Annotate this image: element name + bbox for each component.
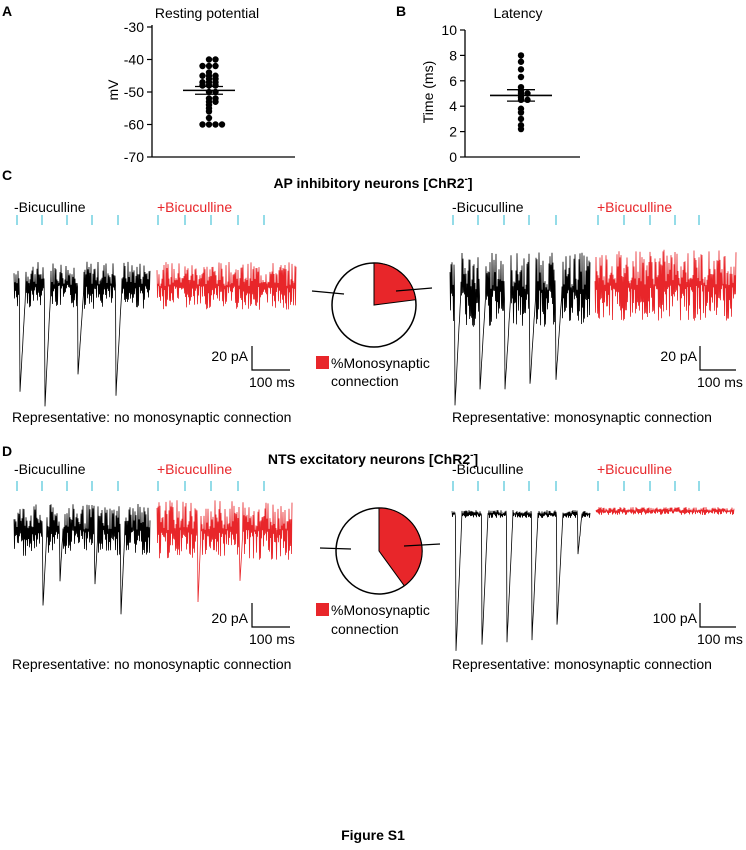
data-point <box>212 121 219 128</box>
panel-letter-c: C <box>2 167 12 183</box>
data-point <box>199 72 206 79</box>
d-right-scale-current: 100 pA <box>653 610 698 626</box>
data-point <box>517 58 525 65</box>
data-point <box>205 108 213 115</box>
y-tick-label: 4 <box>449 98 457 114</box>
c-left-bicuculline-trace <box>156 261 297 310</box>
y-tick-label: 8 <box>449 47 457 63</box>
c-legend-swatch <box>316 356 329 369</box>
y-tick-label: 10 <box>441 22 457 38</box>
data-point <box>205 62 213 70</box>
c-left-stimulus-markers <box>16 215 265 225</box>
d-right-minus-bicuculline-label: -Bicuculline <box>452 461 524 477</box>
figure-title: Figure S1 <box>341 827 405 843</box>
panel-letter-d: D <box>2 443 12 459</box>
c-right-scale-time: 100 ms <box>697 374 743 390</box>
c-left-control-trace <box>13 261 151 407</box>
c-left-caption: Representative: no monosynaptic connecti… <box>12 409 291 425</box>
data-point <box>517 125 525 133</box>
d-pie-leader-right <box>403 543 441 547</box>
chart-latency: Latency Time (ms) 0 2 4 6 8 10 <box>420 5 580 165</box>
c-left-plus-bicuculline-label: +Bicuculline <box>157 199 232 215</box>
d-right-bicuculline-trace <box>595 506 735 516</box>
data-point <box>199 121 206 128</box>
d-pie-chart <box>319 507 441 595</box>
data-point <box>205 56 213 63</box>
c-right-plus-bicuculline-label: +Bicuculline <box>597 199 672 215</box>
chart-b-title: Latency <box>493 5 542 21</box>
data-point <box>212 56 219 63</box>
d-legend-swatch <box>316 603 329 616</box>
y-tick-label: 0 <box>449 149 457 165</box>
d-left-bicuculline-trace <box>156 500 293 603</box>
c-right-minus-bicuculline-label: -Bicuculline <box>452 199 524 215</box>
c-right-scale-bar: 20 pA 100 ms <box>660 346 743 390</box>
d-right-plus-bicuculline-label: +Bicuculline <box>597 461 672 477</box>
c-left-scale-time: 100 ms <box>249 374 295 390</box>
data-point <box>517 66 525 73</box>
y-tick-label: 2 <box>449 124 457 140</box>
c-left-scale-bar: 20 pA 100 ms <box>211 346 295 390</box>
d-right-scale-bar: 100 pA 100 ms <box>653 603 743 647</box>
y-tick-label: -40 <box>124 52 144 68</box>
data-point <box>517 109 525 116</box>
data-point <box>517 115 525 123</box>
d-left-stimulus-markers <box>16 481 265 491</box>
data-point <box>205 114 213 122</box>
chart-resting-potential: Resting potential mV -30 -40 -50 -60 -70 <box>105 5 295 165</box>
c-left-minus-bicuculline-label: -Bicuculline <box>14 199 86 215</box>
c-right-caption: Representative: monosynaptic connection <box>452 409 712 425</box>
c-left-scale-current: 20 pA <box>211 348 248 364</box>
c-right-bicuculline-trace <box>594 249 737 321</box>
data-point <box>212 82 219 89</box>
y-tick-label: 6 <box>449 73 457 89</box>
panel-d-title: NTS excitatory neurons [ChR2-] <box>268 450 478 467</box>
c-right-control-trace <box>449 252 591 406</box>
d-left-caption: Representative: no monosynaptic connecti… <box>12 656 291 672</box>
d-right-control-trace <box>451 509 591 651</box>
chart-b-ylabel: Time (ms) <box>420 61 436 123</box>
data-point <box>212 62 219 70</box>
d-right-caption: Representative: monosynaptic connection <box>452 656 712 672</box>
chart-a-title: Resting potential <box>155 5 259 21</box>
d-right-stimulus-markers <box>452 481 700 491</box>
c-pie-chart <box>311 262 433 348</box>
c-legend-line1: %Monosynaptic <box>331 355 430 371</box>
data-point <box>218 121 226 128</box>
data-point <box>517 73 525 81</box>
d-legend-line1: %Monosynaptic <box>331 602 430 618</box>
d-right-scale-time: 100 ms <box>697 631 743 647</box>
d-left-scale-current: 20 pA <box>211 610 248 626</box>
data-point <box>205 121 213 128</box>
d-left-control-trace <box>13 503 151 615</box>
d-left-scale-time: 100 ms <box>249 631 295 647</box>
d-pie-leader-left <box>319 547 352 550</box>
c-pie-leader-right <box>395 287 433 292</box>
chart-a-ylabel: mV <box>105 79 121 101</box>
y-tick-label: -70 <box>124 149 144 165</box>
c-pie-leader-left <box>311 290 345 295</box>
d-left-plus-bicuculline-label: +Bicuculline <box>157 461 232 477</box>
c-pie-monosynaptic-slice <box>373 262 417 306</box>
c-legend-line2: connection <box>331 373 399 389</box>
y-tick-label: -30 <box>124 19 144 35</box>
c-right-scale-current: 20 pA <box>660 348 697 364</box>
y-tick-label: -50 <box>124 84 144 100</box>
data-point <box>212 98 219 105</box>
y-tick-label: -60 <box>124 117 144 133</box>
d-left-scale-bar: 20 pA 100 ms <box>211 603 295 647</box>
panel-c-title: AP inhibitory neurons [ChR2-] <box>273 174 472 191</box>
d-pie-monosynaptic-slice <box>378 507 423 587</box>
panel-letter-a: A <box>2 3 12 19</box>
d-legend-line2: connection <box>331 621 399 637</box>
data-point <box>199 62 206 70</box>
data-point <box>199 82 206 89</box>
c-right-stimulus-markers <box>452 215 700 225</box>
data-point <box>517 52 525 59</box>
panel-letter-b: B <box>396 3 406 19</box>
d-left-minus-bicuculline-label: -Bicuculline <box>14 461 86 477</box>
data-point <box>524 96 531 104</box>
